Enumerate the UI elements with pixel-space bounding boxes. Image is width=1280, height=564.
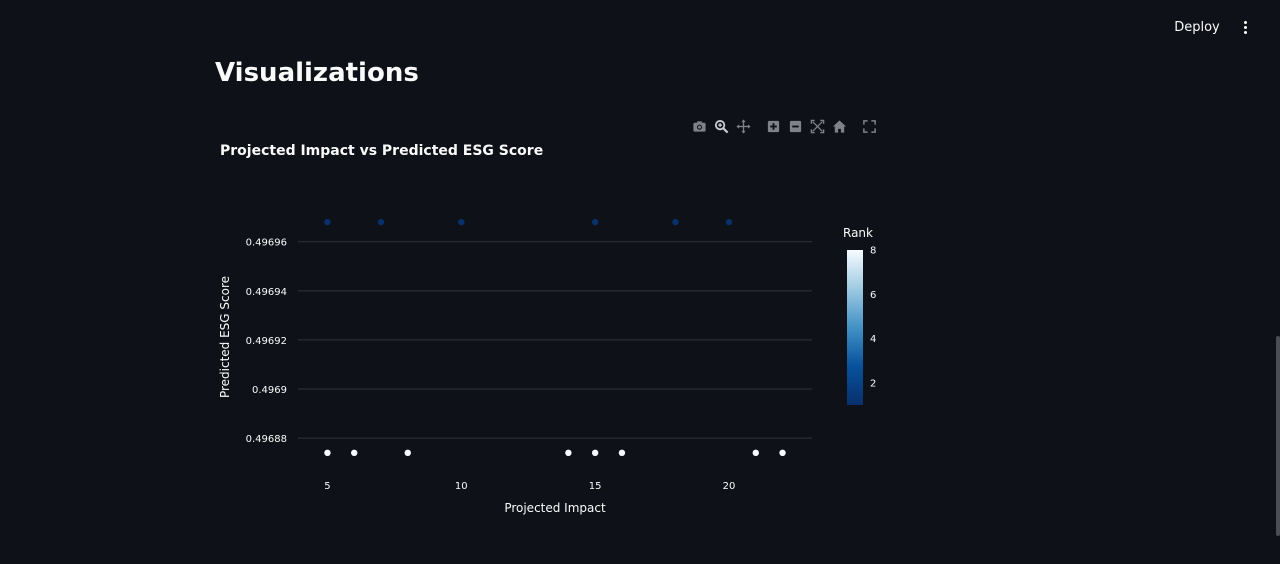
- autoscale-icon[interactable]: [806, 116, 828, 136]
- colorbar-tick-label: 8: [870, 246, 876, 257]
- x-tick-label: 10: [455, 481, 468, 492]
- scatter-point[interactable]: [351, 449, 358, 457]
- scatter-point[interactable]: [752, 449, 759, 457]
- scatter-point[interactable]: [591, 449, 599, 457]
- colorbar-tick-label: 6: [870, 290, 876, 301]
- scatter-point[interactable]: [591, 218, 599, 226]
- scatter-point[interactable]: [404, 449, 411, 457]
- zoom-out-icon[interactable]: [784, 116, 806, 136]
- fullscreen-icon[interactable]: [858, 116, 880, 136]
- scatter-point[interactable]: [324, 218, 331, 226]
- y-tick-label: 0.49694: [246, 287, 287, 298]
- y-tick-label: 0.49688: [246, 434, 287, 445]
- zoom-in-icon[interactable]: [762, 116, 784, 136]
- x-axis-label: Projected Impact: [504, 501, 606, 515]
- colorbar: [847, 250, 863, 405]
- colorbar-tick-label: 2: [870, 378, 876, 389]
- scatter-point[interactable]: [725, 218, 733, 226]
- x-tick-label: 20: [723, 481, 736, 492]
- page-title: Visualizations: [215, 58, 419, 88]
- chart-title: Projected Impact vs Predicted ESG Score: [220, 143, 544, 159]
- app-header: Deploy: [0, 0, 1280, 54]
- y-tick-label: 0.49692: [246, 336, 287, 347]
- y-axis-label: Predicted ESG Score: [218, 276, 232, 398]
- page-scrollbar[interactable]: [1276, 336, 1280, 536]
- scatter-point[interactable]: [565, 449, 572, 457]
- zoom-icon[interactable]: [710, 116, 732, 136]
- scatter-point[interactable]: [377, 218, 385, 226]
- scatter-point[interactable]: [779, 449, 786, 457]
- colorbar-title: Rank: [843, 226, 873, 240]
- deploy-button[interactable]: Deploy: [1174, 19, 1220, 35]
- chart-modebar: [688, 116, 880, 136]
- colorbar-tick-label: 4: [870, 334, 876, 345]
- x-tick-label: 5: [324, 481, 330, 492]
- x-tick-label: 15: [589, 481, 602, 492]
- scatter-point[interactable]: [458, 218, 465, 226]
- scatter-point[interactable]: [618, 449, 626, 457]
- y-tick-label: 0.4969: [252, 385, 287, 396]
- scatter-point[interactable]: [672, 218, 679, 226]
- y-tick-label: 0.49696: [246, 238, 287, 249]
- camera-icon[interactable]: [688, 116, 710, 136]
- pan-icon[interactable]: [732, 116, 754, 136]
- reset-axes-home-icon[interactable]: [828, 116, 850, 136]
- more-vert-icon[interactable]: [1234, 16, 1256, 38]
- scatter-point[interactable]: [324, 449, 331, 457]
